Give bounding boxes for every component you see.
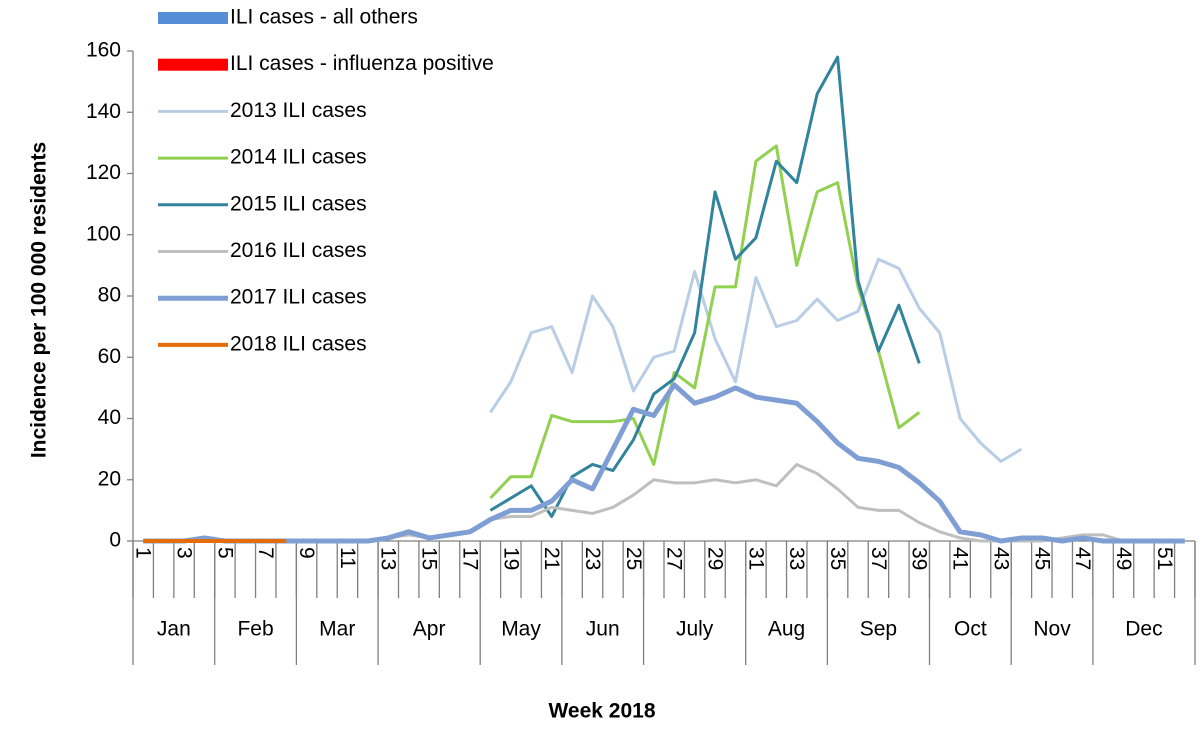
month-label: Aug [768, 618, 805, 641]
x-tick-label: 19 [499, 547, 522, 570]
month-label: May [501, 618, 541, 641]
month-label: Jun [586, 618, 620, 641]
x-tick-label: 23 [581, 547, 604, 570]
month-label: Oct [954, 618, 987, 641]
x-tick-label: 27 [663, 547, 686, 570]
x-axis-title: Week 2018 [548, 700, 655, 723]
line [143, 462, 1185, 543]
x-tick-label: 5 [213, 547, 236, 559]
x-tick-label: 25 [622, 547, 645, 570]
line [489, 257, 1023, 463]
y-tick-label: 40 [98, 406, 121, 429]
month-label: Jan [157, 618, 191, 641]
month-label: Dec [1125, 618, 1162, 641]
legend-label: 2016 ILI cases [230, 239, 367, 262]
legend-swatch [158, 12, 228, 24]
x-tick-label: 43 [989, 547, 1012, 570]
month-label: Feb [237, 618, 273, 641]
legend-label: ILI cases - influenza positive [230, 52, 494, 75]
x-tick-label: 49 [1112, 547, 1135, 570]
x-tick-label: 29 [704, 547, 727, 570]
line [489, 144, 921, 500]
x-tick-label: 3 [173, 547, 196, 559]
y-tick-label: 80 [98, 284, 121, 307]
month-label: Mar [319, 618, 355, 641]
legend-label: ILI cases - all others [230, 6, 418, 29]
x-tick-label: 15 [418, 547, 441, 570]
x-tick-label: 11 [336, 547, 359, 569]
x-tick-label: 37 [867, 547, 890, 570]
x-tick-label: 31 [744, 547, 767, 570]
month-label: Sep [860, 618, 897, 641]
x-tick-label: 17 [458, 547, 481, 570]
y-axis-title: Incidence per 100 000 residents [28, 142, 51, 458]
x-tick-label: 41 [949, 547, 972, 570]
x-tick-label: 35 [826, 547, 849, 570]
x-tick-label: 39 [908, 547, 931, 570]
legend-label: 2017 ILI cases [230, 286, 367, 309]
legend-label: 2018 ILI cases [230, 332, 367, 355]
x-tick-label: 7 [254, 547, 277, 559]
month-label: Nov [1033, 618, 1071, 641]
x-tick-label: 51 [1153, 547, 1176, 570]
legend-label: 2015 ILI cases [230, 192, 367, 215]
y-tick-label: 140 [86, 100, 121, 123]
x-tick-label: 47 [1071, 547, 1094, 570]
x-tick-label: 33 [785, 547, 808, 570]
y-tick-label: 20 [98, 467, 121, 490]
x-tick-label: 1 [132, 547, 155, 559]
legend-label: 2014 ILI cases [230, 146, 367, 169]
month-label: July [676, 618, 714, 641]
y-tick-label: 120 [86, 161, 121, 184]
legend-swatch [158, 58, 228, 71]
line [143, 382, 1185, 544]
y-tick-label: 160 [86, 39, 121, 62]
x-tick-label: 9 [295, 547, 318, 559]
x-tick-label: 13 [377, 547, 400, 570]
line [489, 55, 921, 518]
month-label: Apr [413, 618, 446, 641]
y-tick-label: 100 [86, 222, 121, 245]
x-tick-label: 21 [540, 547, 563, 570]
legend-label: 2013 ILI cases [230, 99, 367, 122]
y-tick-label: 60 [98, 345, 121, 368]
x-tick-label: 45 [1030, 547, 1053, 570]
y-tick-label: 0 [109, 529, 121, 552]
